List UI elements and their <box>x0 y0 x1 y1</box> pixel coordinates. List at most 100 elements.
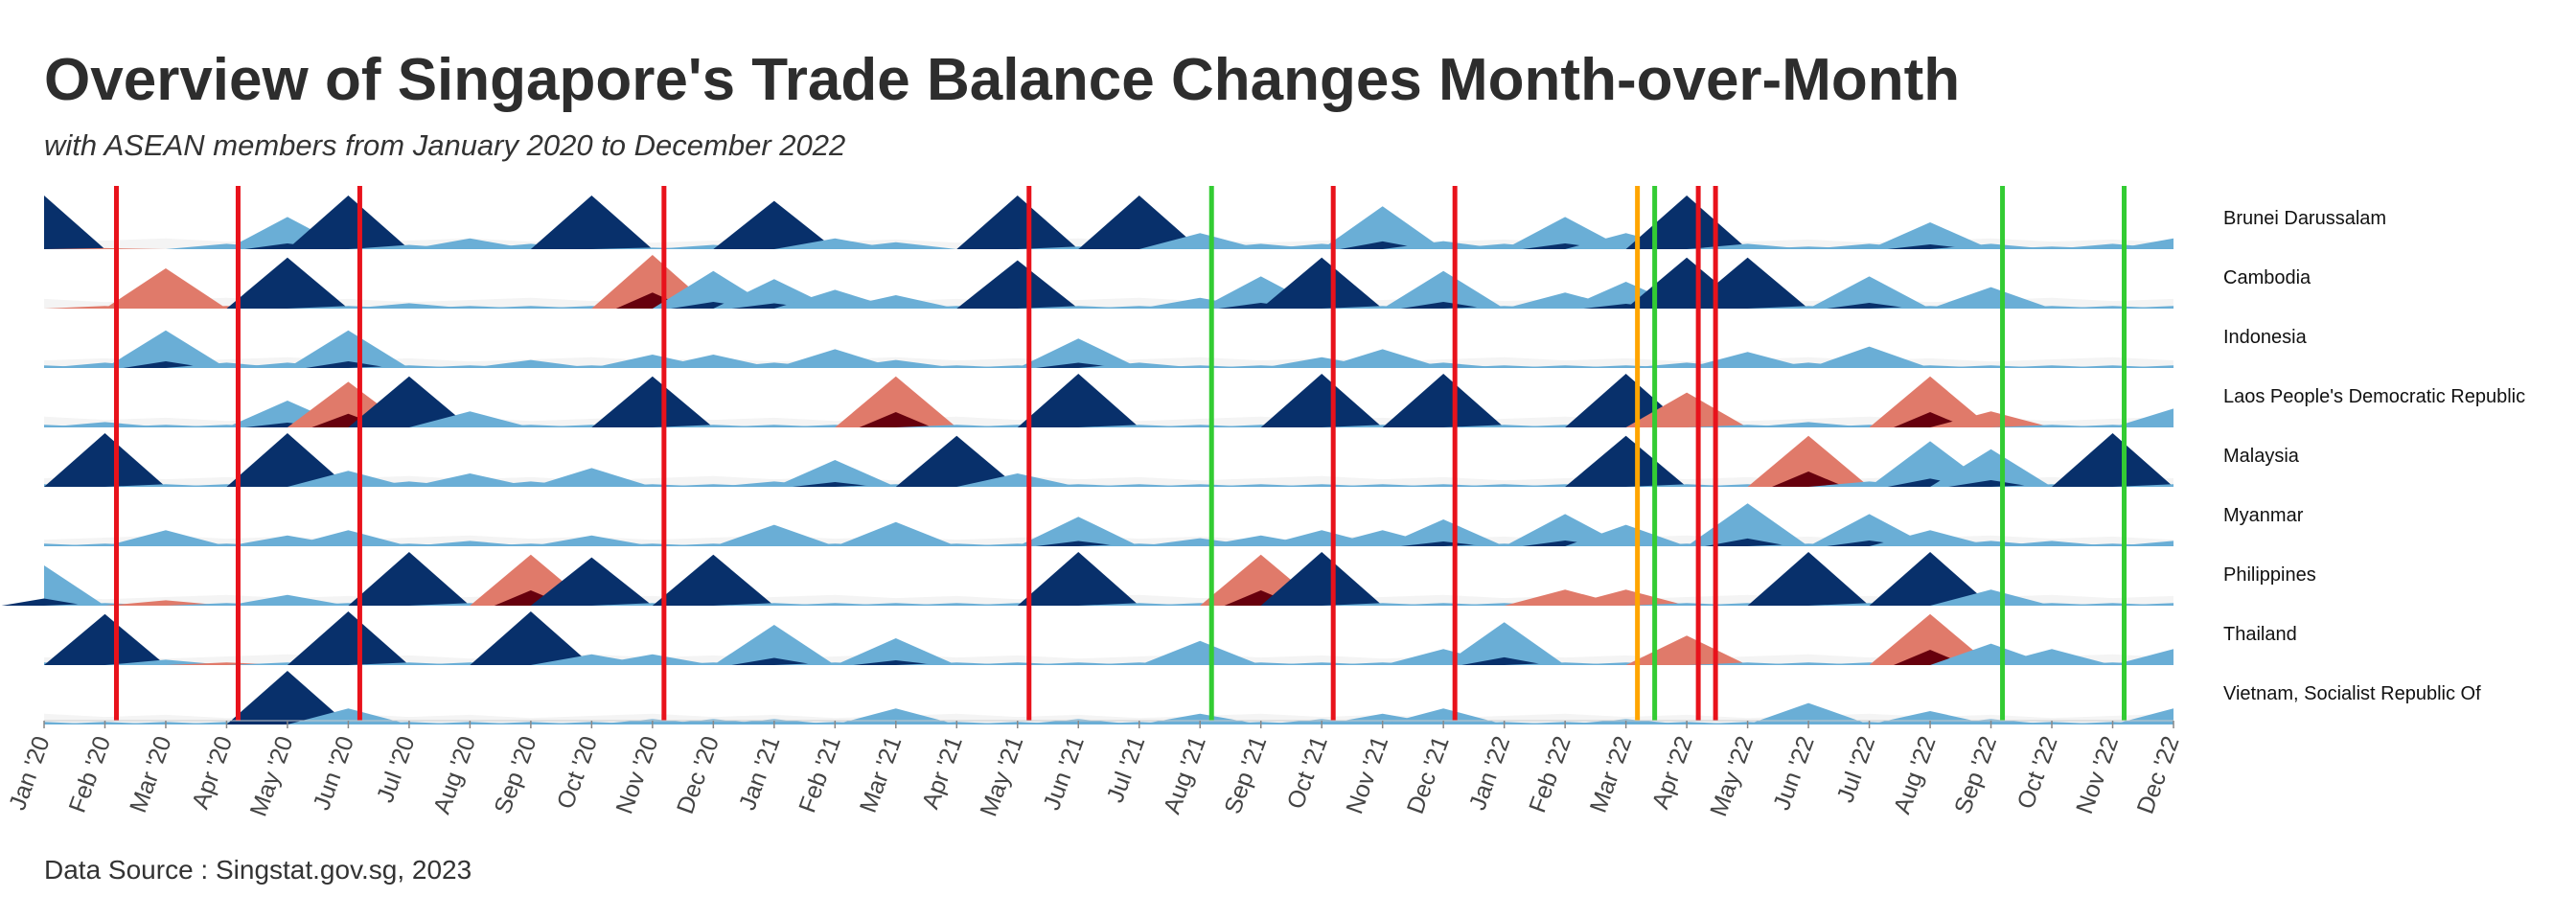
ridge-laos-people-s-democratic-republic <box>44 374 2174 427</box>
peak-core-malaysia-13 <box>792 481 878 487</box>
ridge-thailand <box>44 611 2174 665</box>
peak-myanmar-5 <box>287 530 409 546</box>
peak-thailand-10 <box>591 654 714 665</box>
chart-title: Overview of Singapore's Trade Balance Ch… <box>44 47 1961 113</box>
peak-philippines-21 <box>1260 552 1383 606</box>
x-tick-label: Nov '22 <box>2071 732 2124 816</box>
peak-laos-people-s-democratic-republic-7 <box>408 411 531 427</box>
x-tick-label: Aug '21 <box>1159 732 1211 817</box>
peak-myanmar-31 <box>1869 530 1991 546</box>
peak-philippines-32 <box>1930 589 2053 606</box>
country-labels: Brunei Darussalam Cambodia Indonesia Laos P… <box>2223 208 2525 704</box>
peak-myanmar-12 <box>713 524 836 546</box>
ridge-brunei-darussalam <box>44 196 2174 249</box>
country-label-myanmar: Myanmar <box>2223 505 2304 526</box>
x-tick-label: Sep '22 <box>1949 732 2002 817</box>
peak-brunei-darussalam-27 <box>1625 196 1748 249</box>
peak-myanmar-23 <box>1382 519 1505 546</box>
peak-myanmar-14 <box>835 521 957 546</box>
x-tick-label: Jan '21 <box>734 732 786 814</box>
x-axis: Jan '20 Feb '20 Mar '20 Apr '20 May '20 Jun '… <box>4 720 2185 820</box>
ridge-vietnam-socialist-republic-of <box>44 671 2174 724</box>
peak-vietnam-socialist-republic-of-29 <box>1747 702 1870 724</box>
peak-thailand-19 <box>1138 640 1261 665</box>
x-tick-label: Aug '22 <box>1889 732 1942 817</box>
peak-brunei-darussalam-35 <box>2112 238 2174 249</box>
peak-brunei-darussalam-14 <box>835 242 957 249</box>
peak-myanmar-9 <box>530 535 653 546</box>
peak-cambodia-4 <box>226 257 349 309</box>
x-tick-label: Nov '21 <box>1341 732 1393 816</box>
ridge-philippines <box>1 552 2174 606</box>
peak-core-indonesia-5 <box>305 360 391 368</box>
peak-malaysia-26 <box>1565 435 1688 487</box>
peak-core-philippines-0 <box>1 598 87 606</box>
x-tick-label: Aug '20 <box>428 732 481 817</box>
peak-thailand-24 <box>1443 622 1566 665</box>
peak-philippines-2 <box>104 600 227 606</box>
peak-thailand-14 <box>835 638 957 665</box>
event-lines <box>113 186 2128 721</box>
peak-philippines-31 <box>1869 552 1991 606</box>
x-tick-label: May '21 <box>975 732 1028 819</box>
peak-malaysia-7 <box>408 473 531 487</box>
peak-indonesia-35 <box>2112 365 2174 368</box>
peak-philippines-9 <box>530 557 653 606</box>
x-tick-label: Jul '20 <box>372 732 421 806</box>
peak-cambodia-16 <box>956 260 1079 309</box>
peak-malaysia-5 <box>287 471 409 487</box>
peak-indonesia-11 <box>652 355 774 368</box>
peak-myanmar-2 <box>104 530 227 546</box>
country-label-brunei-darussalam: Brunei Darussalam <box>2223 208 2386 229</box>
peak-thailand-35 <box>2112 649 2174 665</box>
peak-indonesia-14 <box>835 359 957 368</box>
country-label-indonesia: Indonesia <box>2223 327 2308 348</box>
peak-thailand-2 <box>104 659 227 665</box>
peak-laos-people-s-democratic-republic-6 <box>348 376 471 427</box>
x-tick-label: Jun '21 <box>1038 732 1090 814</box>
peak-brunei-darussalam-9 <box>530 196 653 249</box>
peak-thailand-12 <box>713 625 836 665</box>
peak-malaysia-15 <box>895 435 1018 487</box>
ridge-malaysia <box>44 433 2174 487</box>
x-tick-label: May '22 <box>1705 732 1759 819</box>
peak-cambodia-2 <box>104 268 227 309</box>
peak-indonesia-22 <box>1322 349 1444 368</box>
ridge-layer <box>1 196 2174 724</box>
peak-brunei-darussalam-12 <box>713 200 836 249</box>
peak-philippines-0 <box>44 565 105 606</box>
x-tick-label: Jan '22 <box>1464 732 1516 814</box>
peak-laos-people-s-democratic-republic-17 <box>1017 374 1139 427</box>
country-label-cambodia: Cambodia <box>2223 267 2312 288</box>
peak-core-malaysia-32 <box>1948 479 2034 487</box>
peak-cambodia-35 <box>2112 306 2174 309</box>
peak-laos-people-s-democratic-republic-23 <box>1382 374 1505 427</box>
peak-cambodia-32 <box>1930 287 2053 309</box>
country-label-thailand: Thailand <box>2223 624 2297 645</box>
peak-indonesia-8 <box>470 359 592 368</box>
country-label-vietnam-socialist-republic-of: Vietnam, Socialist Republic Of <box>2223 683 2481 704</box>
peak-myanmar-0 <box>44 543 105 546</box>
peak-core-thailand-14 <box>853 659 939 665</box>
x-tick-label: Feb '22 <box>1524 732 1576 816</box>
peak-myanmar-33 <box>1990 540 2113 546</box>
x-tick-label: Oct '21 <box>1282 732 1333 812</box>
peak-thailand-33 <box>1990 649 2113 665</box>
peak-thailand-5 <box>287 611 409 665</box>
x-tick-label: Nov '20 <box>610 732 663 816</box>
ridge-myanmar <box>44 503 2174 546</box>
peak-core-cambodia-23 <box>1400 301 1486 309</box>
peak-cambodia-30 <box>1808 276 1931 309</box>
peak-brunei-darussalam-32 <box>1930 243 2053 249</box>
peak-core-laos-people-s-democratic-republic-14 <box>859 412 932 427</box>
peak-brunei-darussalam-16 <box>956 196 1079 249</box>
x-tick-label: Jan '20 <box>4 732 56 814</box>
x-tick-label: Mar '22 <box>1585 732 1638 816</box>
peak-indonesia-30 <box>1808 346 1931 368</box>
peak-vietnam-socialist-republic-of-0 <box>44 722 105 724</box>
peak-cambodia-14 <box>835 295 957 309</box>
peak-brunei-darussalam-1 <box>44 247 166 249</box>
x-tick-label: Jun '22 <box>1768 732 1820 814</box>
peak-core-myanmar-23 <box>1400 540 1486 546</box>
